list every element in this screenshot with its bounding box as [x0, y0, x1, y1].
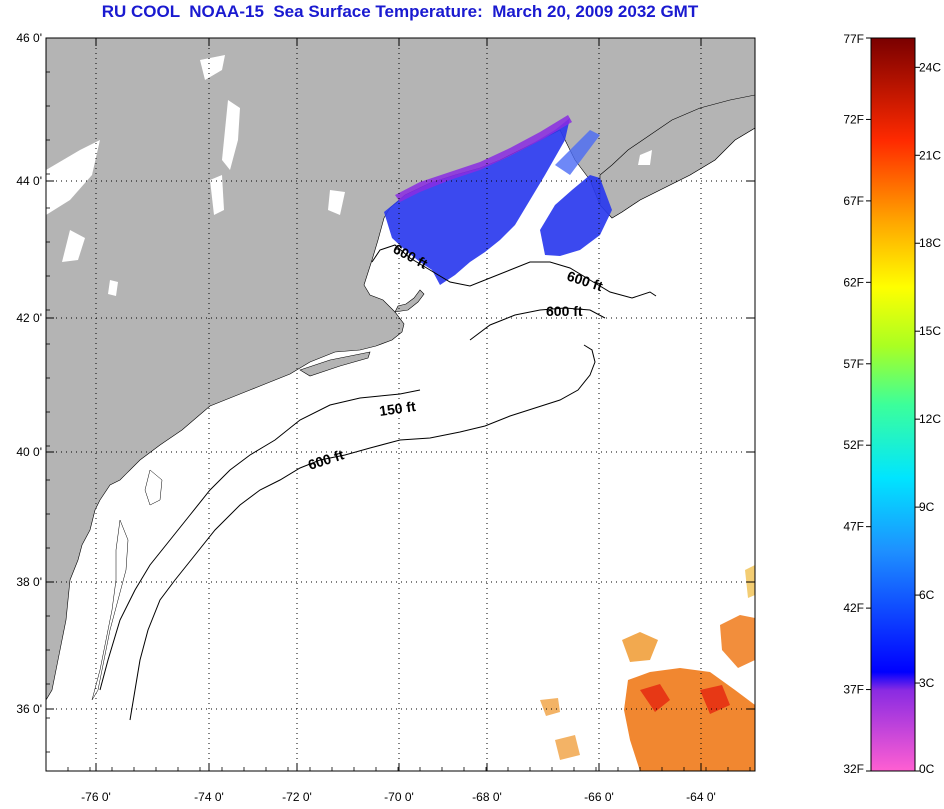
lake-7: [638, 150, 652, 165]
map-frame: [45, 37, 756, 772]
colorbar-celsius-labels: 24C 21C 18C 15C 12C 9C 6C 3C 0C: [915, 60, 941, 776]
sst-warm-patch-2: [640, 684, 670, 712]
lon-tick-label: -68 0': [472, 790, 502, 804]
axis-ticks: -76 0' -74 0' -72 0' -70 0' -68 0' -66 0' -64 …: [16, 31, 755, 804]
map-title: RU COOL NOAA-15 Sea Surface Temperature:…: [101, 2, 699, 21]
contour-label-4: 150 ft: [378, 398, 417, 419]
contour-150ft: [99, 389, 421, 691]
lon-tick-label: -70 0': [384, 790, 414, 804]
sst-cold-swath-main: [384, 118, 570, 285]
colorbar-c-label: 24C: [919, 60, 941, 74]
sst-cold-edge: [395, 115, 572, 202]
lat-tick-label: 36 0': [16, 702, 42, 716]
colorbar-f-label: 47F: [843, 520, 864, 534]
lon-tick-label: -76 0': [81, 790, 111, 804]
colorbar-c-label: 6C: [919, 588, 935, 602]
colorbar-f-label: 52F: [843, 438, 864, 452]
colorbar-c-label: 12C: [919, 412, 941, 426]
colorbar-f-label: 62F: [843, 275, 864, 289]
colorbar-c-label: 18C: [919, 236, 941, 250]
lake-2: [222, 100, 240, 170]
contour-label-3: 600 ft: [546, 303, 583, 319]
lon-tick-label: -66 0': [584, 790, 614, 804]
colorbar-c-label: 21C: [919, 148, 941, 162]
contour-georges-bank: [469, 307, 606, 341]
colorbar-c-label: 9C: [919, 500, 935, 514]
lat-tick-label: 40 0': [16, 445, 42, 459]
sst-warm-patch-5: [622, 632, 658, 662]
sst-cold-swath-east: [540, 175, 612, 256]
colorbar: [870, 37, 916, 772]
lat-tick-label: 42 0': [16, 311, 42, 325]
sst-warm-patch-4: [720, 615, 755, 668]
lon-tick-label: -74 0': [194, 790, 224, 804]
lon-tick-label: -64 0': [686, 790, 716, 804]
colorbar-c-label: 15C: [919, 324, 941, 338]
sst-warm-patch-3: [700, 685, 730, 714]
colorbar-f-label: 37F: [843, 683, 864, 697]
sst-cold-swath-strip: [555, 130, 600, 175]
sst-warm-patch-6: [540, 698, 560, 716]
lat-tick-label: 38 0': [16, 575, 42, 589]
graticule: [46, 37, 755, 771]
lake-8: [108, 280, 118, 296]
lake-4: [46, 140, 100, 215]
land-long-island: [299, 351, 371, 377]
lake-5: [62, 230, 85, 262]
land-cape-cod: [394, 289, 425, 313]
colorbar-f-label: 67F: [843, 194, 864, 208]
lon-tick-label: -72 0': [282, 790, 312, 804]
colorbar-c-label: 3C: [919, 676, 935, 690]
colorbar-f-label: 32F: [843, 762, 864, 776]
land-nova-scotia: [599, 94, 755, 219]
water-chesapeake: [91, 519, 129, 701]
colorbar-c-label: 0C: [919, 762, 935, 776]
colorbar-f-label: 77F: [843, 32, 864, 46]
lake-6: [328, 190, 345, 215]
colorbar-f-label: 42F: [843, 601, 864, 615]
colorbar-fahrenheit-labels: 77F 72F 67F 62F 57F 52F 47F 42F 37F 32F: [843, 32, 871, 776]
water-delaware-bay: [144, 469, 163, 506]
colorbar-f-label: 57F: [843, 357, 864, 371]
colorbar-f-label: 72F: [843, 112, 864, 126]
lake-1: [200, 55, 225, 80]
lake-3: [210, 175, 224, 215]
sst-warm-patch-7: [555, 735, 580, 760]
contour-600ft-shelf: [129, 344, 596, 721]
contour-gulf-of-maine: [371, 244, 657, 299]
lat-tick-label: 46 0': [16, 31, 42, 45]
lat-tick-label: 44 0': [16, 174, 42, 188]
